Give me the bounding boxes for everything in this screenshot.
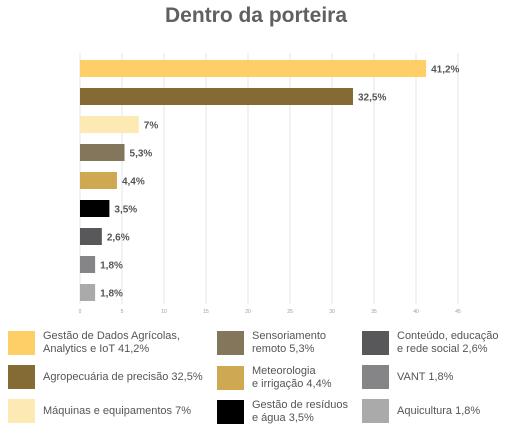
bar-chart: 41,2% 32,5% 7% 5,3% 4,4% 3,5% 2,6% 1,8% 1,8% 0 5 1…: [79, 53, 461, 315]
value-label: 41,2%: [431, 65, 459, 76]
value-label: 7%: [144, 121, 159, 132]
bar: [80, 256, 96, 273]
legend-label: Agropecuária de precisão 32,5%: [43, 370, 203, 383]
legend-item: Máquinas e equipamentos 7%: [8, 399, 191, 423]
bar: [80, 284, 96, 301]
x-tick-labels: 0 5 10 15 20 25 30 35 40 45: [79, 309, 461, 315]
bar: [80, 60, 427, 77]
x-tick-label: 15: [203, 309, 209, 315]
legend-label: Máquinas e equipamentos 7%: [43, 404, 191, 417]
legend: Gestão de Dados Agrícolas, Analytics e I…: [0, 326, 512, 429]
legend-item: VANT 1,8%: [362, 365, 453, 389]
x-tick-label: 0: [79, 309, 82, 315]
value-label: 1,8%: [100, 289, 123, 300]
bar: [80, 228, 102, 245]
bar: [80, 116, 139, 133]
bar: [80, 88, 353, 105]
legend-label: VANT 1,8%: [397, 370, 454, 383]
legend-item: Sensoriamento remoto 5,3%: [217, 330, 326, 356]
legend-label: Sensoriamento remoto 5,3%: [252, 330, 326, 355]
x-tick-label: 40: [413, 309, 419, 315]
legend-swatch: [217, 366, 244, 390]
value-label: 1,8%: [100, 261, 123, 272]
legend-item: Aquicultura 1,8%: [362, 399, 480, 423]
legend-item: Agropecuária de precisão 32,5%: [8, 365, 203, 389]
legend-swatch: [8, 331, 35, 355]
legend-swatch: [217, 400, 244, 424]
legend-swatch: [362, 365, 389, 389]
bar: [80, 200, 110, 217]
x-tick-label: 30: [329, 309, 335, 315]
chart-title: Dentro da porteira: [164, 4, 348, 27]
bars: [80, 60, 427, 301]
legend-item: Gestão de resíduos e água 3,5%: [217, 399, 348, 425]
value-labels: 41,2% 32,5% 7% 5,3% 4,4% 3,5% 2,6% 1,8% 1,8%: [100, 65, 459, 300]
legend-label: Gestão de Dados Agrícolas, Analytics e I…: [43, 330, 180, 355]
legend-item: Conteúdo, educação e rede social 2,6%: [362, 330, 499, 356]
x-tick-label: 10: [161, 309, 167, 315]
x-tick-label: 35: [371, 309, 377, 315]
legend-label: Meteorologia e irrigação 4,4%: [252, 365, 332, 390]
x-tick-label: 45: [455, 309, 461, 315]
legend-swatch: [8, 399, 35, 423]
bar: [80, 144, 125, 161]
value-label: 32,5%: [358, 93, 386, 104]
x-tick-label: 25: [287, 309, 293, 315]
legend-label: Conteúdo, educação e rede social 2,6%: [397, 330, 499, 355]
x-tick-label: 20: [245, 309, 251, 315]
bar: [80, 172, 117, 189]
value-label: 3,5%: [114, 205, 137, 216]
x-tick-label: 5: [121, 309, 124, 315]
legend-label: Gestão de resíduos e água 3,5%: [252, 399, 349, 424]
legend-item: Meteorologia e irrigação 4,4%: [217, 365, 332, 391]
value-label: 4,4%: [122, 177, 145, 188]
legend-swatch: [217, 331, 244, 355]
legend-label: Aquicultura 1,8%: [397, 404, 481, 417]
legend-swatch: [8, 365, 35, 389]
value-label: 5,3%: [130, 149, 153, 160]
value-label: 2,6%: [107, 233, 130, 244]
legend-swatch: [362, 399, 389, 423]
legend-item: Gestão de Dados Agrícolas, Analytics e I…: [8, 330, 180, 356]
legend-swatch: [362, 331, 389, 355]
